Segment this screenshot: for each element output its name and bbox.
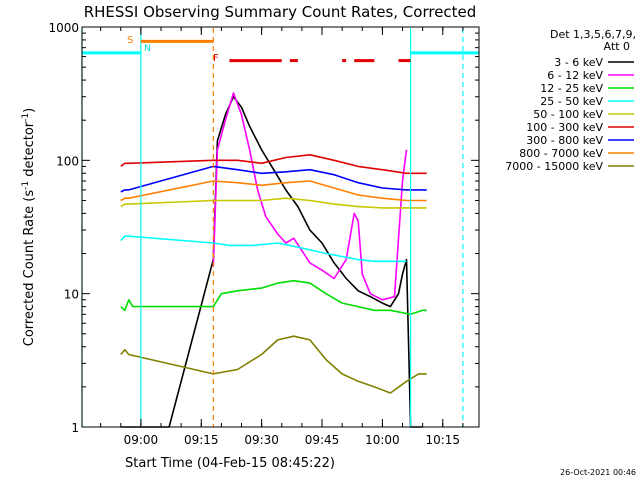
series-line-300-800-kev: [120, 165, 427, 193]
series-line-25-50-kev: [120, 235, 407, 263]
series-line-3-6-kev: [120, 95, 423, 428]
series-line-800-7000-kev: [120, 180, 427, 202]
series-line-12-25-kev: [120, 279, 427, 316]
series-layer: [120, 92, 427, 428]
plot-frame: [81, 26, 480, 428]
y-axis-label: Corrected Count Rate (s-1 detector-1): [21, 108, 37, 346]
flag-label-saa: S: [127, 35, 133, 46]
x-tick-label: 10:00: [365, 433, 400, 447]
y-axis-label-mid: detector: [22, 121, 37, 181]
legend-label-100-300-kev: 100 - 300 keV: [526, 121, 603, 134]
legend-header-line-2: Att 0: [604, 40, 630, 53]
legend-label-25-50-kev: 25 - 50 keV: [540, 95, 603, 108]
x-tick-label: 09:30: [244, 433, 279, 447]
x-axis: 09:00 09:15 09:30 09:45 10:00 10:15: [100, 27, 464, 447]
legend-label-800-7000-kev: 800 - 7000 keV: [519, 147, 603, 160]
x-axis-label: Start Time (04-Feb-15 08:45:22): [125, 456, 335, 471]
y-axis-label-sup1: -1: [21, 181, 31, 190]
flag-label-night: N: [144, 44, 151, 54]
x-tick-label: 09:45: [305, 433, 340, 447]
x-tick-label: 09:15: [184, 433, 219, 447]
flag-label-flare: F: [213, 53, 219, 64]
x-tick-label: 09:00: [124, 433, 159, 447]
y-axis-label-end: ): [22, 108, 37, 113]
y-tick-label: 1: [71, 421, 79, 435]
legend-label-12-25-kev: 12 - 25 keV: [540, 82, 603, 95]
legend-header-line-1: Det 1,3,5,6,7,9,: [550, 28, 636, 41]
y-axis-label-sup2: -1: [21, 113, 31, 122]
chart-title: RHESSI Observing Summary Count Rates, Co…: [84, 3, 477, 21]
y-axis-label-main: Corrected Count Rate (s: [22, 190, 37, 347]
y-tick-label: 100: [56, 154, 79, 168]
footer-timestamp: 26-Oct-2021 00:46: [560, 468, 636, 477]
series-line-100-300-kev: [120, 154, 427, 175]
y-tick-label: 10: [64, 288, 79, 302]
legend-label-300-800-kev: 300 - 800 keV: [526, 134, 603, 147]
legend-label-6-12-kev: 6 - 12 keV: [547, 69, 603, 82]
y-axis: 1 10 100 1000: [48, 21, 479, 435]
y-tick-label: 1000: [48, 21, 79, 35]
series-line-6-12-kev: [212, 92, 408, 301]
series-line-50-100-kev: [120, 197, 427, 209]
legend-label-3-6-kev: 3 - 6 keV: [554, 56, 603, 69]
series-line-7000-15000-kev: [120, 335, 427, 394]
x-tick-label: 10:15: [425, 433, 460, 447]
legend-label-7000-15000-kev: 7000 - 15000 keV: [505, 160, 603, 173]
legend-label-50-100-kev: 50 - 100 keV: [533, 108, 603, 121]
